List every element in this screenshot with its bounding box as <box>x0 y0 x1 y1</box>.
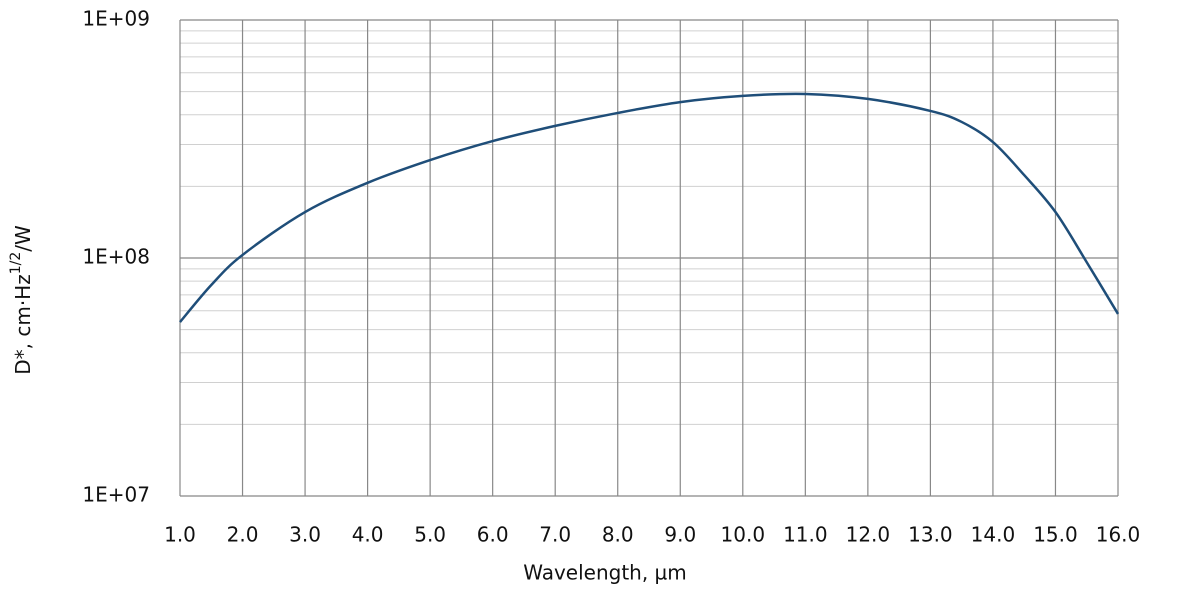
x-tick-label: 4.0 <box>352 523 384 547</box>
x-tick-label: 2.0 <box>227 523 259 547</box>
x-tick-label: 13.0 <box>908 523 953 547</box>
x-tick-label: 15.0 <box>1033 523 1078 547</box>
x-tick-label: 5.0 <box>414 523 446 547</box>
y-axis-label-suffix: /W <box>11 225 35 252</box>
x-tick-label: 6.0 <box>477 523 509 547</box>
x-tick-label: 10.0 <box>721 523 766 547</box>
x-tick-label: 14.0 <box>971 523 1016 547</box>
y-axis-label: D*, cm·Hz1/2/W <box>8 225 35 375</box>
x-tick-label: 8.0 <box>602 523 634 547</box>
y-tick-label: 1E+07 <box>82 483 150 507</box>
y-tick-label: 1E+08 <box>82 245 150 269</box>
x-tick-label: 16.0 <box>1096 523 1141 547</box>
x-tick-label: 9.0 <box>664 523 696 547</box>
y-axis-label-superscript: 1/2 <box>8 252 24 275</box>
x-axis-label: Wavelength, µm <box>523 561 687 585</box>
x-tick-label: 12.0 <box>846 523 891 547</box>
x-tick-label: 7.0 <box>539 523 571 547</box>
data-line <box>179 92 1120 323</box>
y-axis-label-text: D*, cm·Hz <box>11 274 35 375</box>
x-tick-label: 11.0 <box>783 523 828 547</box>
x-tick-label: 1.0 <box>164 523 196 547</box>
y-tick-label: 1E+09 <box>82 7 150 31</box>
x-tick-label: 3.0 <box>289 523 321 547</box>
